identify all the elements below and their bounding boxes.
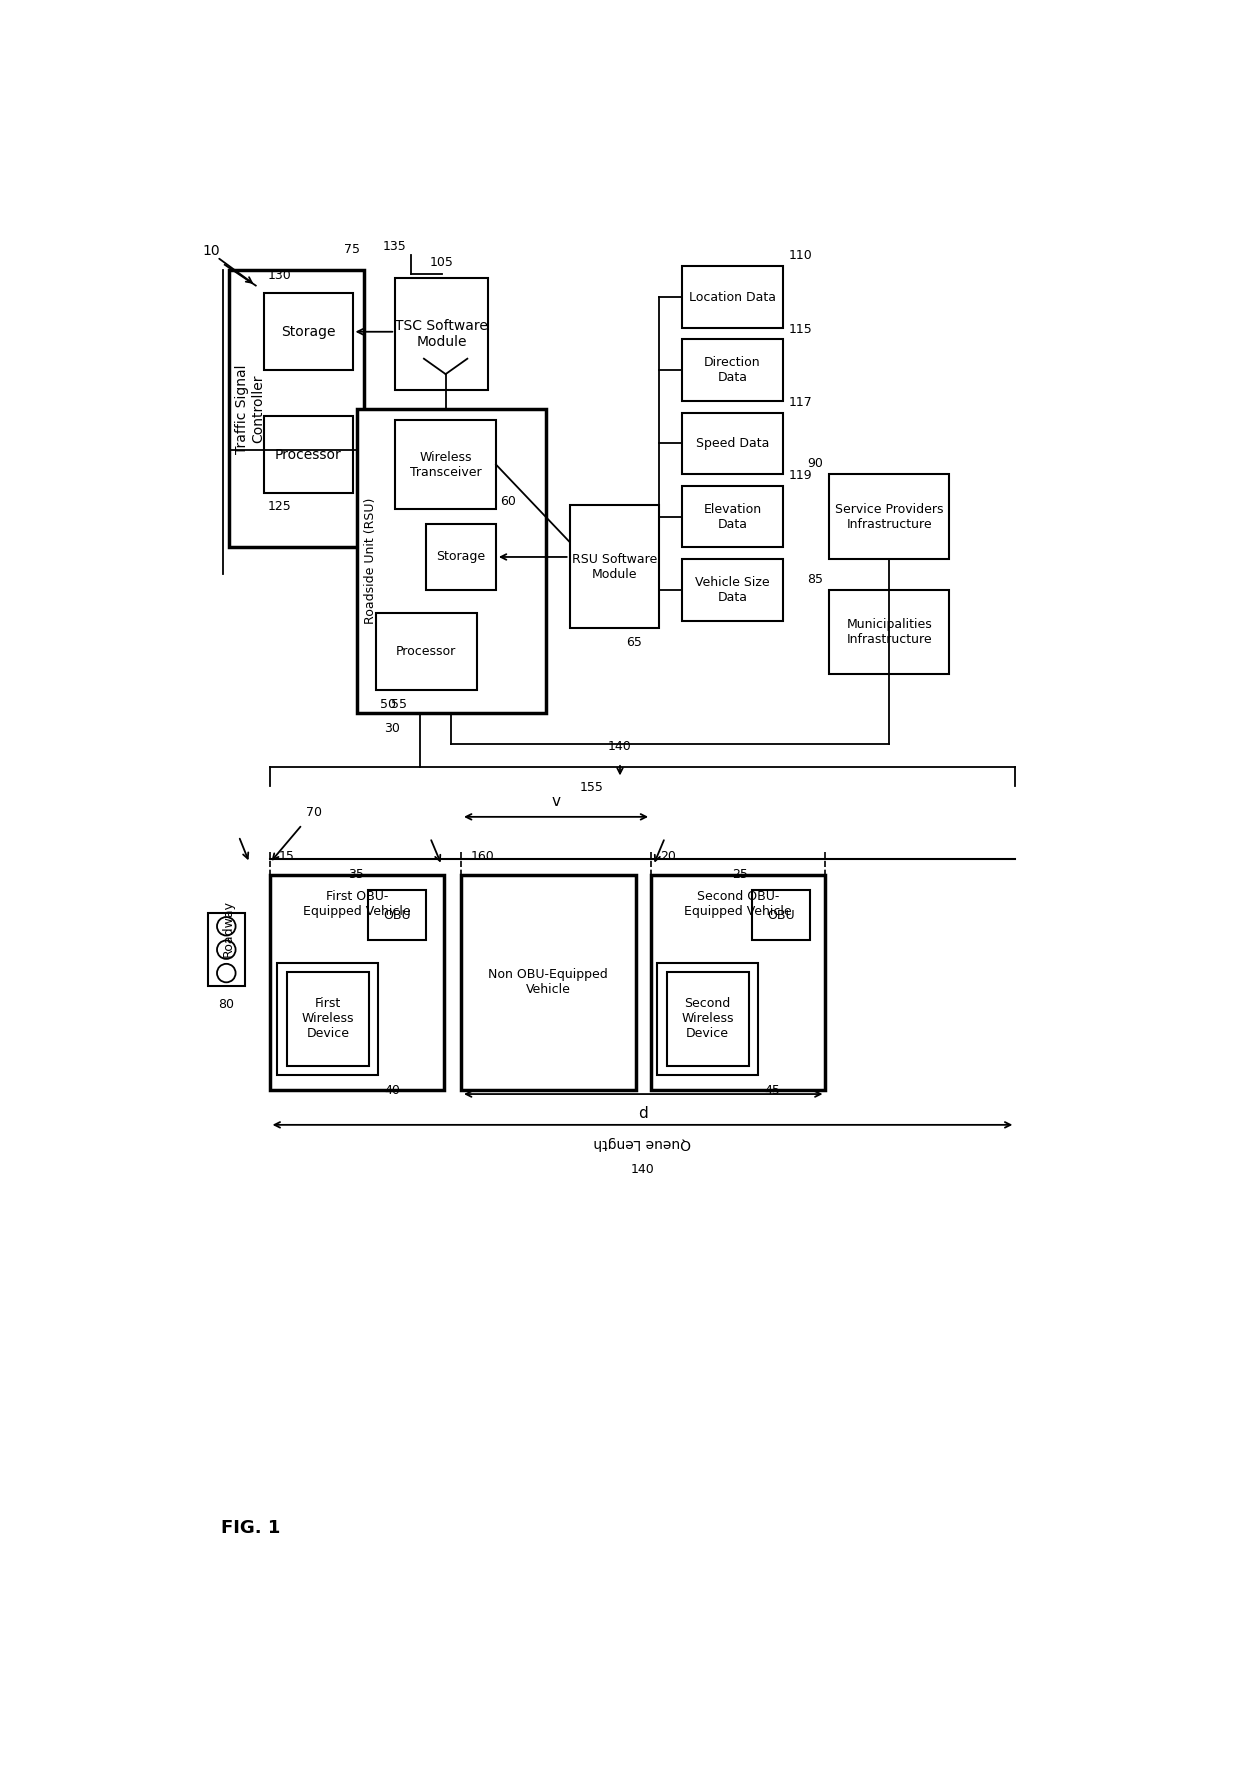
Text: v: v	[552, 795, 560, 809]
Bar	[682, 559, 782, 621]
Text: OBU: OBU	[768, 908, 795, 922]
Text: 140: 140	[608, 740, 632, 752]
Text: RSU Software
Module: RSU Software Module	[572, 552, 657, 581]
Text: 117: 117	[789, 396, 812, 409]
Bar	[830, 589, 950, 674]
Bar	[357, 409, 547, 713]
Bar	[368, 890, 427, 940]
Bar	[278, 963, 378, 1074]
Text: 35: 35	[348, 867, 365, 881]
Text: Roadside Unit (RSU): Roadside Unit (RSU)	[365, 497, 377, 625]
Text: Queue Length: Queue Length	[594, 1136, 691, 1150]
Text: Non OBU-Equipped
Vehicle: Non OBU-Equipped Vehicle	[489, 968, 608, 997]
Text: 85: 85	[807, 573, 823, 586]
Text: Traffic Signal
Controller: Traffic Signal Controller	[236, 365, 265, 453]
Text: 110: 110	[789, 250, 812, 262]
Text: Processor: Processor	[275, 448, 341, 462]
Text: 15: 15	[279, 850, 295, 864]
Text: Wireless
Transceiver: Wireless Transceiver	[409, 451, 481, 478]
Text: 20: 20	[660, 850, 676, 864]
Text: 135: 135	[383, 241, 407, 253]
Text: Service Providers
Infrastructure: Service Providers Infrastructure	[835, 503, 944, 531]
Text: Roadway: Roadway	[222, 899, 236, 958]
Bar	[461, 874, 635, 1090]
Bar	[427, 524, 496, 589]
Text: Storage: Storage	[436, 550, 486, 563]
Text: 155: 155	[579, 781, 603, 793]
Bar	[830, 474, 950, 559]
Text: 105: 105	[430, 255, 454, 269]
Text: Speed Data: Speed Data	[696, 437, 769, 450]
Bar	[396, 278, 489, 389]
Text: 140: 140	[631, 1163, 655, 1177]
Bar	[667, 972, 749, 1066]
Text: 90: 90	[807, 457, 823, 471]
Bar	[651, 874, 826, 1090]
Text: Direction
Data: Direction Data	[704, 356, 760, 384]
Text: Storage: Storage	[280, 324, 335, 338]
Text: 65: 65	[626, 635, 641, 650]
Bar	[376, 612, 476, 690]
Bar	[751, 890, 810, 940]
Text: 115: 115	[789, 322, 812, 336]
Text: 75: 75	[345, 242, 361, 257]
Text: 119: 119	[789, 469, 812, 481]
Text: First OBU-
Equipped Vehicle: First OBU- Equipped Vehicle	[303, 890, 410, 919]
Text: 45: 45	[764, 1083, 780, 1097]
Text: 30: 30	[383, 722, 399, 735]
Bar	[263, 294, 352, 370]
Bar	[396, 419, 496, 508]
Text: 60: 60	[500, 494, 516, 508]
Bar	[228, 271, 365, 547]
Bar	[569, 504, 658, 628]
Text: First
Wireless
Device: First Wireless Device	[301, 998, 355, 1041]
Text: FIG. 1: FIG. 1	[221, 1519, 280, 1536]
Bar	[207, 913, 244, 986]
Bar	[682, 266, 782, 327]
Text: Location Data: Location Data	[689, 290, 776, 304]
Bar	[657, 963, 758, 1074]
Bar	[682, 412, 782, 474]
Text: 10: 10	[202, 244, 219, 258]
Text: Elevation
Data: Elevation Data	[703, 503, 761, 531]
Text: d: d	[639, 1106, 649, 1120]
Text: Municipalities
Infrastructure: Municipalities Infrastructure	[847, 618, 932, 646]
Text: 25: 25	[732, 867, 748, 881]
Text: Second
Wireless
Device: Second Wireless Device	[681, 998, 734, 1041]
Text: TSC Software
Module: TSC Software Module	[396, 319, 489, 349]
Bar	[682, 340, 782, 402]
Text: 55: 55	[391, 697, 407, 710]
Bar	[286, 972, 370, 1066]
Text: Processor: Processor	[396, 644, 456, 658]
Text: 125: 125	[268, 499, 291, 513]
Bar	[263, 416, 352, 494]
Bar	[682, 485, 782, 547]
Text: 160: 160	[470, 850, 495, 864]
Text: Vehicle Size
Data: Vehicle Size Data	[696, 575, 770, 604]
Text: Second OBU-
Equipped Vehicle: Second OBU- Equipped Vehicle	[684, 890, 792, 919]
Bar	[270, 874, 444, 1090]
Text: 50: 50	[379, 697, 396, 710]
Text: 70: 70	[306, 805, 322, 820]
Text: 80: 80	[218, 998, 234, 1011]
Text: 40: 40	[384, 1083, 401, 1097]
Text: 130: 130	[268, 269, 291, 281]
Text: OBU: OBU	[383, 908, 410, 922]
